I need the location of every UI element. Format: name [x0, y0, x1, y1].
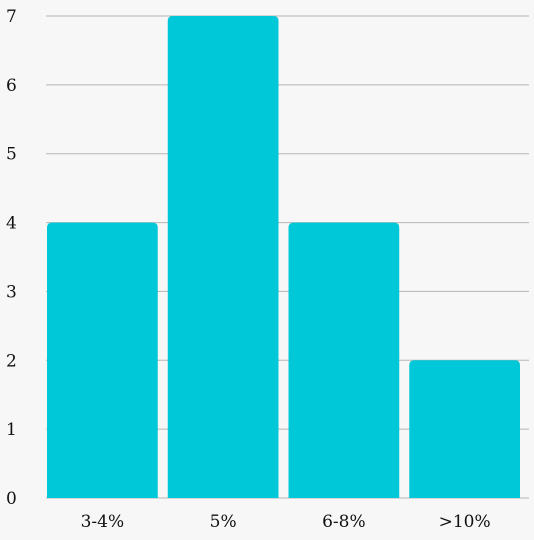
y-tick-label: 0	[6, 489, 17, 509]
x-tick-label: 5%	[210, 512, 237, 532]
x-tick-label: >10%	[439, 512, 491, 532]
bar-3-4%	[47, 222, 158, 499]
y-tick-label: 4	[6, 214, 17, 234]
y-axis-ticks: 0 1 2 3 4 5 6 7	[6, 7, 17, 509]
bar-5%	[167, 16, 279, 498]
y-tick-label: 1	[6, 420, 17, 440]
y-tick-label: 6	[6, 76, 17, 96]
y-tick-label: 2	[6, 351, 17, 371]
bar->10%	[409, 360, 520, 498]
y-tick-label: 3	[6, 282, 17, 302]
bar-6-8%	[288, 222, 400, 499]
y-tick-label: 7	[6, 7, 17, 27]
bars	[47, 16, 520, 499]
y-tick-label: 5	[6, 145, 17, 165]
x-tick-label: 6-8%	[322, 512, 366, 532]
x-axis-ticks: 3-4% 5% 6-8% >10%	[81, 512, 491, 532]
x-tick-label: 3-4%	[81, 512, 125, 532]
